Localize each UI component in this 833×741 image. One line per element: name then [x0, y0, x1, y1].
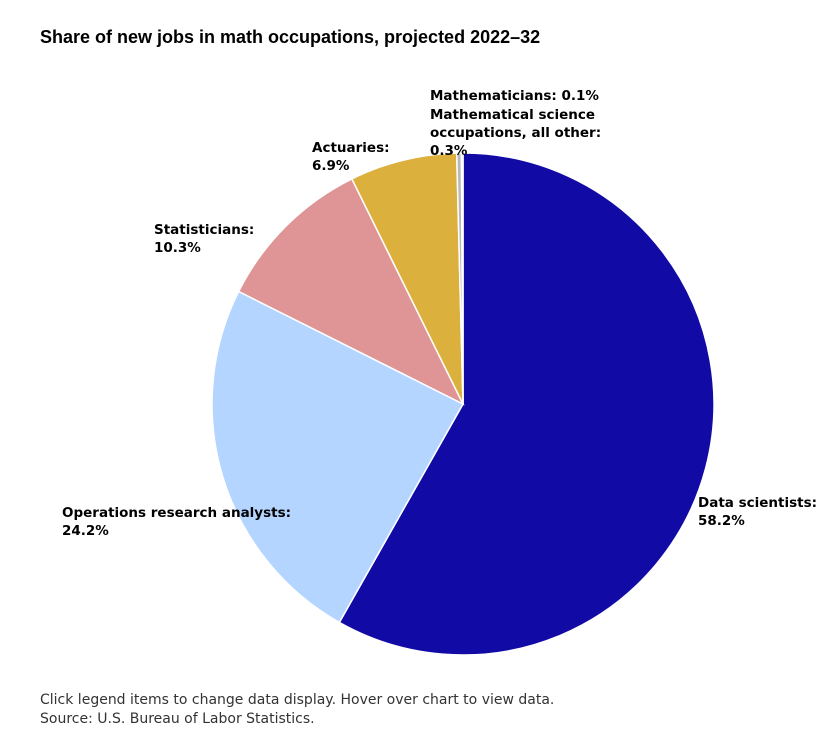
pie-slice-data-scientists[interactable] — [338, 152, 715, 656]
pie-slice-operations-research-analysts[interactable] — [211, 290, 465, 624]
data-label-line: Mathematicians: 0.1% — [430, 88, 599, 104]
interaction-note: Click legend items to change data displa… — [40, 692, 555, 708]
data-label-line: Actuaries: — [312, 140, 390, 156]
data-label-mathematical-science-occupations-all-other: Mathematical science occupations, all oth… — [430, 107, 601, 159]
data-label-line: 58.2% — [698, 513, 745, 529]
data-label-data-scientists: Data scientists: 58.2% — [698, 495, 817, 529]
pie-slice-actuaries[interactable] — [350, 152, 464, 405]
data-label-line: Operations research analysts: — [62, 505, 291, 521]
data-label-line: Mathematical science — [430, 107, 595, 123]
chart-title: Share of new jobs in math occupations, p… — [40, 27, 541, 47]
data-label-line: Statisticians: — [154, 222, 254, 238]
data-label-statisticians: Statisticians: 10.3% — [154, 222, 254, 256]
data-label-mathematicians: Mathematicians: 0.1% — [430, 88, 599, 104]
pie-slice-statisticians[interactable] — [237, 177, 465, 406]
pie-slices[interactable] — [211, 152, 715, 656]
data-label-operations-research-analysts: Operations research analysts: 24.2% — [62, 505, 291, 539]
pie-data-labels: Data scientists: 58.2% Operations research… — [62, 88, 817, 539]
data-label-actuaries: Actuaries: 6.9% — [312, 140, 390, 174]
data-label-line: occupations, all other: — [430, 125, 601, 141]
pie-slice-mathematicians[interactable] — [460, 152, 464, 405]
data-label-line: 0.3% — [430, 143, 468, 159]
source-note: Source: U.S. Bureau of Labor Statistics. — [40, 711, 315, 727]
data-label-line: 6.9% — [312, 158, 350, 174]
data-label-line: 24.2% — [62, 523, 109, 539]
data-label-line: Data scientists: — [698, 495, 817, 511]
data-label-line: 10.3% — [154, 240, 201, 256]
